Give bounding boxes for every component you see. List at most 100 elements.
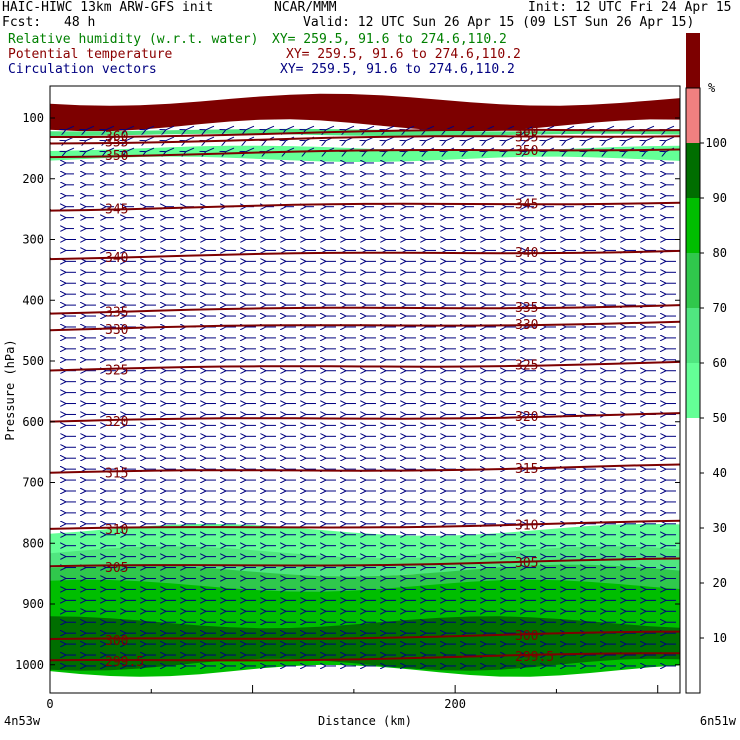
circulation-vector: [205, 125, 215, 130]
colorbar-tick-label: 20: [713, 576, 727, 590]
theta-label-300: 300: [105, 634, 128, 649]
theta-contour-345: [50, 201, 680, 212]
theta-label-305: 305: [105, 561, 128, 576]
y-tick-label: 800: [22, 536, 44, 550]
colorbar-band-100: [686, 88, 700, 143]
colorbar-band-110: [686, 33, 700, 88]
theta-contour-320: [50, 412, 680, 423]
theta-contour-360: [50, 128, 680, 138]
legend-theta-xy: XY= 259.5, 91.6 to 274.6,110.2: [286, 47, 521, 62]
circulation-vectors-layer: [65, 125, 676, 666]
x-axis-label: Distance (km): [318, 714, 412, 728]
theta-contour-315: [50, 463, 680, 474]
theta-label-310: 310: [105, 523, 128, 538]
colorbar-tick-label: 80: [713, 246, 727, 260]
theta-label-350: 350: [515, 144, 538, 159]
circulation-vector: [125, 147, 135, 152]
rh-region-110: [50, 93, 680, 132]
axis-layer: 100 200 300 400 500 600 700 800 900 1000 0 200 4n53w…: [3, 111, 737, 728]
theta-label-325: 325: [515, 359, 538, 374]
circulation-vector: [85, 147, 95, 152]
colorbar: 10 20 30 40 50 60 70 80 90 100%: [685, 33, 727, 694]
colorbar-tick-label: 40: [713, 466, 727, 480]
colorbar-band-90: [686, 143, 700, 198]
y-axis-label: Pressure (hPa): [3, 339, 17, 440]
circulation-vector: [425, 136, 435, 141]
theta-label-335: 335: [105, 306, 128, 321]
colorbar-frame: [685, 87, 701, 694]
circulation-vector: [185, 147, 195, 152]
plot-title: HAIC-HIWC 13km ARW-GFS init: [2, 0, 214, 15]
circulation-vector: [365, 125, 375, 130]
theta-label-330: 330: [515, 318, 538, 333]
circulation-vector: [225, 125, 235, 130]
theta-label-355: 355: [105, 136, 128, 151]
colorbar-band-50: [686, 363, 700, 418]
circulation-vector: [465, 136, 475, 141]
theta-label-310: 310: [515, 518, 538, 533]
circulation-vector: [165, 125, 175, 130]
theta-label-340: 340: [515, 246, 538, 261]
y-tick-label: 100: [22, 111, 44, 125]
circulation-vector: [645, 136, 655, 141]
theta-label-355: 355: [515, 131, 538, 146]
circulation-vector: [525, 136, 535, 141]
legend-theta-label: Potential temperature: [8, 47, 173, 62]
circulation-vector: [585, 136, 595, 141]
theta-label-299.5: 299.5: [515, 650, 554, 665]
theta-label-320: 320: [105, 415, 128, 430]
theta-contour-299.5: [50, 652, 680, 662]
theta-label-320: 320: [515, 410, 538, 425]
circulation-vector: [165, 136, 175, 141]
theta-contour-325: [50, 360, 680, 372]
init-time: Init: 12 UTC Fri 24 Apr 15: [528, 0, 732, 15]
circulation-vector: [65, 147, 75, 152]
theta-label-325: 325: [105, 363, 128, 378]
circulation-vector: [625, 136, 635, 141]
theta-contour-305: [50, 557, 680, 568]
circulation-vector: [445, 136, 455, 141]
theta-label-330: 330: [105, 323, 128, 338]
theta-label-305: 305: [515, 556, 538, 571]
circulation-vector: [385, 125, 395, 130]
colorbar-tick-label: 30: [713, 521, 727, 535]
theta-label-300: 300: [515, 629, 538, 644]
circulation-vector: [325, 125, 335, 130]
theta-contour-355: [50, 135, 680, 145]
circulation-vector: [65, 125, 75, 130]
circulation-vector: [125, 136, 135, 141]
circulation-vector: [105, 147, 115, 152]
circulation-vector: [185, 136, 195, 141]
y-tick-label: 500: [22, 354, 44, 368]
circulation-vector: [105, 125, 115, 130]
theta-contour-330: [50, 320, 680, 332]
y-tick-label: 200: [22, 172, 44, 186]
circulation-vector: [245, 125, 255, 130]
y-tick-label: 900: [22, 597, 44, 611]
colorbar-unit: %: [708, 81, 716, 95]
circulation-vector: [385, 136, 395, 141]
circulation-vector: [205, 147, 215, 152]
forecast-label: Fcst:: [2, 15, 42, 30]
circulation-vector: [565, 136, 575, 141]
x-tick-label: 200: [444, 697, 466, 711]
circulation-vector: [305, 125, 315, 130]
theta-contour-335: [50, 304, 680, 315]
plot-frame: [49, 85, 681, 694]
theta-label-350: 350: [105, 149, 128, 164]
theta-label-315: 315: [515, 462, 538, 477]
theta-label-345: 345: [105, 202, 128, 217]
circulation-vector: [405, 136, 415, 141]
theta-contour-310: [50, 519, 680, 530]
circulation-vector: [605, 136, 615, 141]
theta-label-335: 335: [515, 301, 538, 316]
colorbar-band-70: [686, 253, 700, 308]
theta-label-360: 360: [105, 130, 128, 145]
legend-rh-xy: XY= 259.5, 91.6 to 274.6,110.2: [272, 32, 507, 47]
y-tick-label: 1000: [15, 658, 44, 672]
circulation-vector: [125, 125, 135, 130]
y-tick-label: 400: [22, 293, 44, 307]
x-end-location: 6n51w: [700, 714, 737, 728]
